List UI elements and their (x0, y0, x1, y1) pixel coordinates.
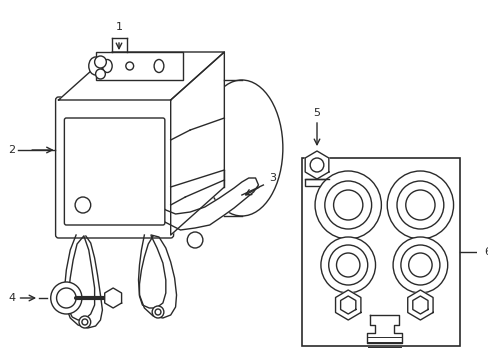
Text: 4: 4 (8, 293, 15, 303)
Circle shape (57, 288, 76, 308)
Polygon shape (366, 315, 401, 343)
Bar (305, 179, 328, 186)
Circle shape (125, 62, 133, 70)
Polygon shape (170, 52, 224, 235)
Circle shape (314, 171, 381, 239)
Polygon shape (335, 290, 360, 320)
Text: 6: 6 (483, 247, 488, 257)
Circle shape (328, 245, 367, 285)
Ellipse shape (89, 57, 102, 75)
Circle shape (75, 197, 91, 213)
Bar (302, 158, 459, 346)
Circle shape (51, 282, 82, 314)
FancyBboxPatch shape (56, 97, 173, 238)
Polygon shape (104, 288, 122, 308)
Text: 5: 5 (313, 108, 320, 118)
Polygon shape (59, 52, 224, 100)
Polygon shape (407, 290, 432, 320)
Circle shape (408, 253, 431, 277)
Text: 2: 2 (8, 145, 15, 155)
Circle shape (333, 190, 362, 220)
Circle shape (405, 190, 434, 220)
Circle shape (95, 69, 105, 79)
Circle shape (324, 181, 371, 229)
Circle shape (152, 306, 163, 318)
Circle shape (400, 245, 439, 285)
Circle shape (155, 309, 161, 315)
Circle shape (309, 158, 323, 172)
Circle shape (386, 171, 453, 239)
Circle shape (187, 232, 203, 248)
FancyBboxPatch shape (64, 118, 164, 225)
Circle shape (392, 237, 447, 293)
Circle shape (396, 181, 443, 229)
Ellipse shape (201, 80, 282, 216)
Polygon shape (412, 296, 427, 314)
Text: 1: 1 (115, 22, 122, 32)
Circle shape (336, 253, 359, 277)
Bar (95, 52, 183, 80)
Polygon shape (340, 296, 355, 314)
Circle shape (94, 56, 106, 68)
Text: 3: 3 (269, 173, 276, 183)
Circle shape (82, 319, 88, 325)
Circle shape (79, 316, 91, 328)
Polygon shape (156, 178, 258, 230)
Polygon shape (305, 151, 328, 179)
Circle shape (320, 237, 375, 293)
Ellipse shape (154, 59, 163, 72)
Ellipse shape (102, 59, 112, 72)
